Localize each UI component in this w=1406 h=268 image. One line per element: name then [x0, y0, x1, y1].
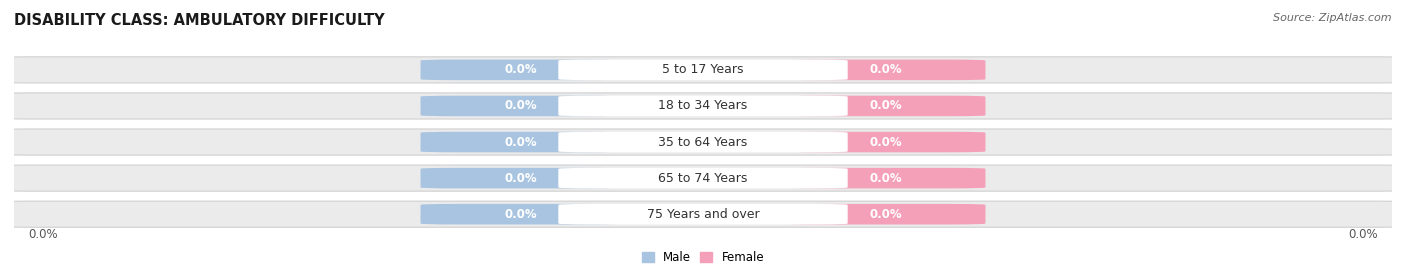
Text: 0.0%: 0.0% [505, 99, 537, 113]
FancyBboxPatch shape [786, 132, 986, 152]
FancyBboxPatch shape [420, 204, 620, 225]
Text: 5 to 17 Years: 5 to 17 Years [662, 64, 744, 76]
Text: 0.0%: 0.0% [28, 228, 58, 241]
FancyBboxPatch shape [558, 96, 848, 116]
Text: 0.0%: 0.0% [505, 172, 537, 185]
FancyBboxPatch shape [558, 168, 848, 188]
FancyBboxPatch shape [786, 96, 986, 116]
FancyBboxPatch shape [558, 204, 848, 225]
Legend: Male, Female: Male, Female [641, 251, 765, 264]
FancyBboxPatch shape [558, 59, 848, 80]
Text: 35 to 64 Years: 35 to 64 Years [658, 136, 748, 148]
Text: 18 to 34 Years: 18 to 34 Years [658, 99, 748, 113]
Text: 0.0%: 0.0% [505, 64, 537, 76]
FancyBboxPatch shape [420, 59, 620, 80]
FancyBboxPatch shape [11, 201, 1395, 227]
FancyBboxPatch shape [11, 57, 1395, 83]
FancyBboxPatch shape [420, 132, 620, 152]
FancyBboxPatch shape [558, 132, 848, 152]
FancyBboxPatch shape [11, 129, 1395, 155]
Text: 0.0%: 0.0% [869, 136, 901, 148]
Text: 0.0%: 0.0% [1348, 228, 1378, 241]
FancyBboxPatch shape [420, 168, 620, 188]
FancyBboxPatch shape [11, 93, 1395, 119]
FancyBboxPatch shape [11, 165, 1395, 191]
Text: 65 to 74 Years: 65 to 74 Years [658, 172, 748, 185]
Text: 0.0%: 0.0% [869, 208, 901, 221]
Text: 0.0%: 0.0% [869, 99, 901, 113]
Text: 75 Years and over: 75 Years and over [647, 208, 759, 221]
Text: Source: ZipAtlas.com: Source: ZipAtlas.com [1274, 13, 1392, 23]
FancyBboxPatch shape [786, 168, 986, 188]
Text: 0.0%: 0.0% [869, 64, 901, 76]
FancyBboxPatch shape [786, 59, 986, 80]
Text: DISABILITY CLASS: AMBULATORY DIFFICULTY: DISABILITY CLASS: AMBULATORY DIFFICULTY [14, 13, 385, 28]
Text: 0.0%: 0.0% [869, 172, 901, 185]
Text: 0.0%: 0.0% [505, 208, 537, 221]
FancyBboxPatch shape [786, 204, 986, 225]
FancyBboxPatch shape [420, 96, 620, 116]
Text: 0.0%: 0.0% [505, 136, 537, 148]
